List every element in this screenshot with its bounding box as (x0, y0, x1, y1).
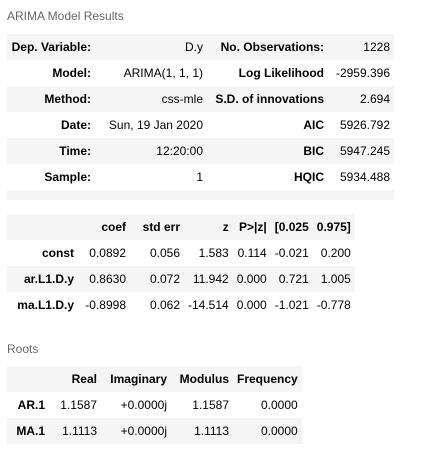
coef-row: ma.L1.D.y -0.8998 0.062 -14.514 0.000 -1… (7, 292, 355, 318)
summary-key: HQIC (294, 170, 324, 184)
coef-cell: 1.583 (198, 246, 229, 260)
summary-value: 5934.488 (339, 170, 390, 184)
coef-cell: 11.942 (184, 266, 233, 292)
coef-cell: 0.072 (130, 266, 184, 292)
roots-cell: 0.0000 (233, 418, 302, 444)
coef-row-label: ma.L1.D.y (17, 298, 74, 312)
roots-caption: Roots (7, 342, 39, 356)
summary-key: Model: (52, 66, 91, 80)
coef-header-cell: [0.025 (270, 214, 313, 240)
coef-cell: -0.778 (316, 298, 351, 312)
summary-key: Time: (7, 138, 95, 164)
coef-row-label: const (41, 246, 74, 260)
coef-row-label: ar.L1.D.y (7, 266, 78, 292)
coef-header-cell (7, 214, 78, 240)
summary-value: Sun, 19 Jan 2020 (108, 118, 203, 132)
model-results-caption: ARIMA Model Results (7, 9, 124, 23)
summary-value: 5947.245 (328, 138, 394, 164)
coef-cell: 0.114 (237, 246, 267, 260)
roots-row: MA.1 1.1113 +0.0000j 1.1113 0.0000 (7, 418, 302, 444)
summary-value: 2.694 (328, 86, 394, 112)
coef-cell: -1.021 (274, 298, 309, 312)
summary-value: ARIMA(1, 1, 1) (123, 66, 203, 80)
coef-cell: 0.721 (270, 266, 313, 292)
summary-key: Dep. Variable: (7, 34, 95, 60)
summary-key: AIC (303, 118, 324, 132)
coef-header-cell: P>|z| (232, 214, 271, 240)
summary-row: Method: css-mle S.D. of innovations 2.69… (7, 86, 394, 112)
coef-cell: 0.000 (236, 298, 267, 312)
roots-header-cell: Imaginary (101, 366, 171, 392)
coef-cell: -0.8998 (85, 298, 126, 312)
coef-cell: -0.021 (274, 246, 309, 260)
coef-header-cell: std err (130, 214, 184, 240)
coef-cell: 1.005 (312, 266, 355, 292)
roots-table: Real Imaginary Modulus Frequency AR.1 1.… (7, 366, 302, 444)
summary-value: 5926.792 (339, 118, 390, 132)
roots-cell: 1.1113 (171, 418, 233, 444)
roots-cell: 0.0000 (260, 398, 298, 412)
summary-value: D.y (95, 34, 207, 60)
summary-value: 1 (196, 170, 203, 184)
summary-key: Date: (60, 118, 91, 132)
coef-header-cell: 0.975] (312, 214, 355, 240)
roots-header-cell (7, 366, 49, 392)
summary-row: Dep. Variable: D.y No. Observations: 122… (7, 34, 394, 60)
coef-cell: 0.062 (149, 298, 180, 312)
summary-key: Method: (7, 86, 95, 112)
roots-row-label: AR.1 (17, 398, 45, 412)
summary-key: No. Observations: (207, 34, 328, 60)
summary-value: 12:20:00 (95, 138, 207, 164)
coef-cell: 0.000 (232, 266, 271, 292)
summary-key: Log Likelihood (238, 66, 324, 80)
roots-header-cell: Frequency (233, 366, 302, 392)
summary-row: Model: ARIMA(1, 1, 1) Log Likelihood -29… (7, 60, 394, 86)
roots-header-cell: Modulus (171, 366, 233, 392)
coefficients-table: coef std err z P>|z| [0.025 0.975] const… (7, 214, 355, 318)
roots-row: AR.1 1.1587 +0.0000j 1.1587 0.0000 (7, 392, 302, 418)
coef-cell: 0.056 (149, 246, 180, 260)
roots-cell: 1.1587 (60, 398, 97, 412)
coef-row: ar.L1.D.y 0.8630 0.072 11.942 0.000 0.72… (7, 266, 355, 292)
roots-cell: +0.0000j (101, 418, 171, 444)
roots-row-label: MA.1 (7, 418, 49, 444)
roots-cell: 1.1113 (49, 418, 101, 444)
coef-cell: 0.8630 (78, 266, 130, 292)
summary-spacer-row (7, 190, 394, 200)
coef-cell: -14.514 (188, 298, 229, 312)
coef-header-cell: coef (78, 214, 130, 240)
summary-value: 1228 (328, 34, 394, 60)
summary-value: css-mle (95, 86, 207, 112)
coef-row: const 0.0892 0.056 1.583 0.114 -0.021 0.… (7, 240, 355, 266)
summary-row: Sample: 1 HQIC 5934.488 (7, 164, 394, 190)
summary-row: Time: 12:20:00 BIC 5947.245 (7, 138, 394, 164)
coefficients-header-row: coef std err z P>|z| [0.025 0.975] (7, 214, 355, 240)
coef-header-cell: z (184, 214, 233, 240)
coef-cell: 0.0892 (89, 246, 126, 260)
summary-key: BIC (207, 138, 328, 164)
roots-cell: 1.1587 (192, 398, 229, 412)
roots-cell: +0.0000j (120, 398, 167, 412)
coef-cell: 0.200 (320, 246, 351, 260)
summary-key: S.D. of innovations (207, 86, 328, 112)
roots-header-row: Real Imaginary Modulus Frequency (7, 366, 302, 392)
model-summary-table: Dep. Variable: D.y No. Observations: 122… (7, 34, 394, 200)
summary-value: -2959.396 (335, 66, 390, 80)
summary-key: Sample: (44, 170, 91, 184)
summary-row: Date: Sun, 19 Jan 2020 AIC 5926.792 (7, 112, 394, 138)
roots-header-cell: Real (49, 366, 101, 392)
